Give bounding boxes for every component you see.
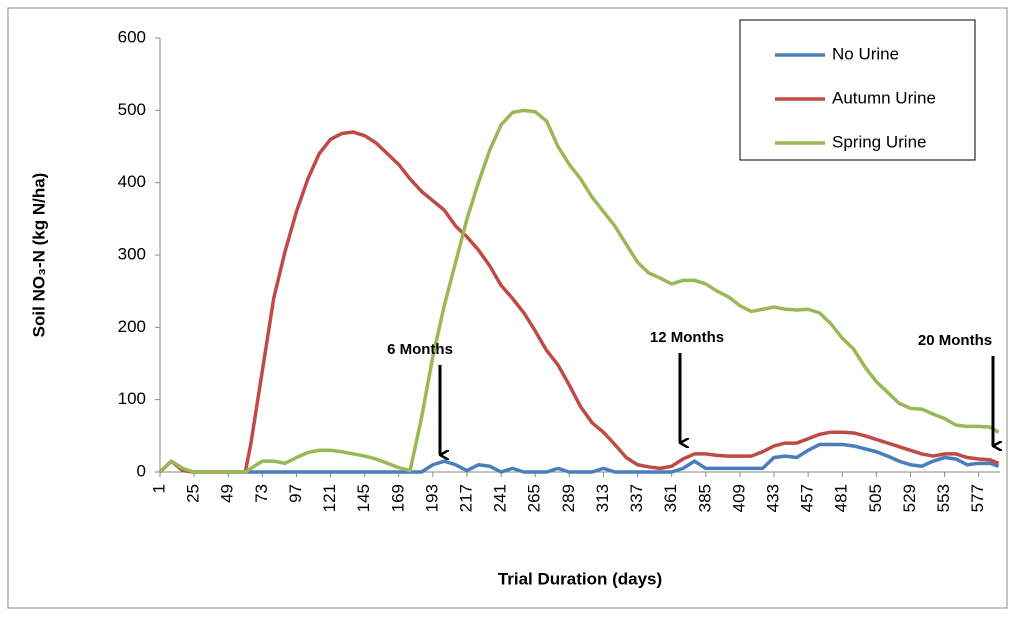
x-tick-label: 313 bbox=[593, 484, 612, 512]
legend-box bbox=[739, 19, 976, 161]
x-tick-label: 97 bbox=[286, 484, 305, 503]
x-tick-label: 505 bbox=[866, 484, 885, 512]
series-line bbox=[158, 442, 1000, 474]
x-axis-label: Trial Duration (days) bbox=[498, 569, 662, 588]
x-tick-label: 433 bbox=[763, 484, 782, 512]
y-tick-label: 100 bbox=[118, 389, 146, 408]
x-tick-label: 409 bbox=[729, 484, 748, 512]
x-tick-label: 25 bbox=[184, 484, 203, 503]
x-tick-label: 289 bbox=[559, 484, 578, 512]
x-tick-label: 361 bbox=[661, 484, 680, 512]
x-tick-label: 265 bbox=[525, 484, 544, 512]
y-tick-label: 300 bbox=[118, 244, 146, 263]
x-tick-label: 481 bbox=[832, 484, 851, 512]
x-tick-label: 529 bbox=[900, 484, 919, 512]
series-line bbox=[158, 108, 1000, 474]
x-tick-label: 121 bbox=[320, 484, 339, 512]
y-tick-label: 0 bbox=[137, 461, 146, 480]
annotation: 6 Months bbox=[387, 341, 453, 358]
x-tick-label: 577 bbox=[968, 484, 987, 512]
legend-label: Autumn Urine bbox=[832, 88, 936, 107]
x-tick-label: 193 bbox=[422, 484, 441, 512]
annotation: 12 Months bbox=[650, 329, 724, 346]
x-tick-label: 49 bbox=[218, 484, 237, 503]
x-tick-label: 553 bbox=[934, 484, 953, 512]
x-tick-label: 457 bbox=[798, 484, 817, 512]
annotation: 20 Months bbox=[918, 332, 992, 349]
y-axis-label: Soil NO₃-N (kg N/ha) bbox=[29, 173, 48, 338]
y-tick-label: 400 bbox=[118, 172, 146, 191]
series-line bbox=[158, 130, 1000, 474]
legend-label: No Urine bbox=[832, 44, 899, 63]
x-tick-label: 337 bbox=[627, 484, 646, 512]
legend-label: Spring Urine bbox=[832, 132, 927, 151]
x-tick-label: 385 bbox=[695, 484, 714, 512]
x-tick-label: 73 bbox=[252, 484, 271, 503]
x-tick-label: 145 bbox=[354, 484, 373, 512]
x-tick-label: 217 bbox=[456, 484, 475, 512]
y-tick-label: 600 bbox=[118, 27, 146, 46]
x-tick-label: 169 bbox=[388, 484, 407, 512]
x-tick-label: 1 bbox=[149, 484, 168, 493]
y-tick-label: 500 bbox=[118, 100, 146, 119]
x-tick-label: 241 bbox=[491, 484, 510, 512]
y-tick-label: 200 bbox=[118, 317, 146, 336]
